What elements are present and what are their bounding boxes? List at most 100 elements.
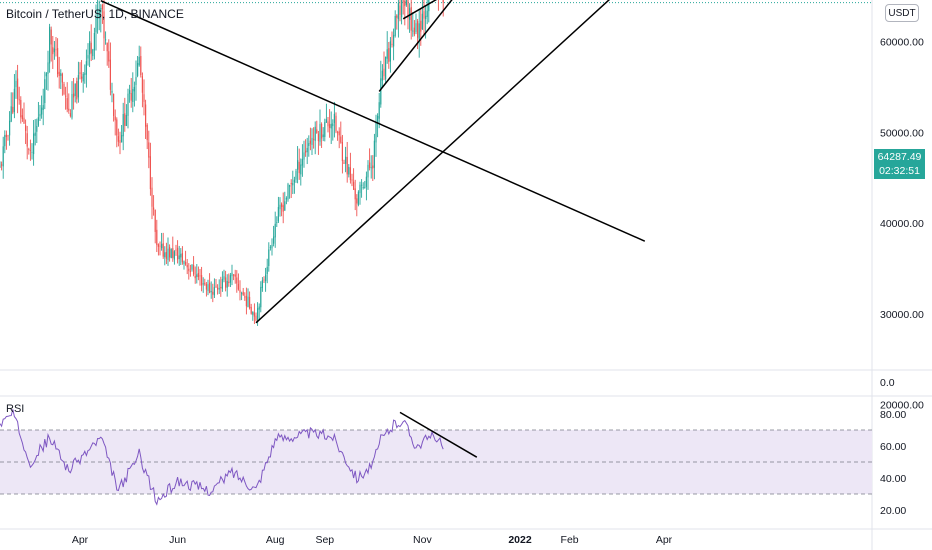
candle-body [405, 0, 407, 5]
candle-body [394, 15, 396, 36]
candle-body [391, 43, 393, 46]
candle-body [95, 16, 97, 33]
candle-body [373, 140, 375, 168]
candle-body [345, 156, 347, 164]
candle-body [380, 78, 382, 105]
candle-body [215, 285, 217, 287]
candle-body [217, 287, 219, 290]
candle-body [381, 70, 383, 81]
candle-body [401, 0, 403, 18]
candle-body [258, 306, 260, 310]
candles-group [0, 0, 444, 326]
candle-body [337, 132, 339, 134]
candle-body [119, 140, 121, 143]
candle-body [114, 116, 116, 121]
candle-body [39, 113, 41, 117]
candle-body [85, 61, 87, 75]
candle-body [81, 76, 83, 79]
trendline [378, 0, 453, 92]
candle-body [149, 156, 151, 190]
candle-body [335, 115, 337, 132]
candle-body [292, 183, 294, 186]
time-axis-label: Nov [413, 534, 432, 546]
candle-body [276, 222, 278, 223]
candle-body [367, 164, 369, 178]
candle-body [175, 249, 177, 251]
symbol-title[interactable]: Bitcoin / TetherUS, 1D, BINANCE [6, 7, 184, 21]
candle-body [300, 164, 302, 175]
candle-body [34, 132, 36, 136]
candle-body [151, 187, 153, 207]
candle-body [121, 135, 123, 143]
rsi-axis-tick: 40.00 [880, 473, 906, 485]
candle-body [122, 114, 124, 137]
candle-body [180, 253, 182, 258]
candle-body [346, 156, 348, 175]
price-axis-tick: 40000.00 [880, 218, 924, 230]
candle-body [409, 8, 411, 20]
trendline [255, 0, 610, 324]
candle-body [15, 80, 17, 88]
candle-body [253, 312, 255, 317]
candle-body [63, 83, 65, 94]
candle-body [164, 252, 166, 258]
candle-body [146, 124, 148, 141]
rsi-axis-tick: 80.00 [880, 409, 906, 421]
candle-body [36, 125, 38, 132]
candle-body [58, 71, 60, 77]
candle-body [330, 123, 332, 129]
candle-body [111, 90, 113, 93]
candle-body [132, 89, 134, 102]
candle-body [389, 41, 391, 62]
candle-body [353, 181, 355, 190]
candle-body [26, 133, 28, 147]
candle-body [0, 165, 1, 167]
candle-body [325, 119, 327, 123]
candle-body [221, 278, 223, 289]
candle-body [426, 10, 428, 17]
candle-body [341, 142, 343, 162]
rsi-axis-tick: 20.00 [880, 505, 906, 517]
candle-body [116, 119, 118, 136]
candle-body [241, 293, 243, 295]
candle-body [207, 284, 209, 291]
candle-body [289, 185, 291, 187]
candle-body [407, 0, 409, 19]
candle-body [29, 149, 31, 151]
candle-body [127, 93, 129, 116]
candle-body [135, 77, 137, 85]
candle-body [428, 0, 430, 12]
candle-body [282, 205, 284, 212]
candle-body [410, 7, 412, 31]
candle-body [167, 248, 169, 261]
candle-body [172, 248, 174, 258]
candle-body [100, 8, 102, 13]
candle-body [397, 3, 399, 20]
candle-body [92, 49, 94, 57]
candle-body [348, 166, 350, 175]
candle-body [109, 59, 111, 90]
candle-body [223, 276, 225, 280]
candle-body [138, 56, 140, 66]
candle-body [220, 287, 222, 289]
candle-body [301, 158, 303, 166]
candle-body [90, 42, 92, 54]
trendline [100, 0, 646, 242]
candle-body [281, 203, 283, 207]
candle-body [66, 98, 68, 110]
candle-body [68, 108, 70, 111]
candle-body [332, 123, 334, 127]
candle-body [33, 133, 35, 155]
candle-body [2, 146, 4, 167]
currency-button[interactable]: USDT [885, 4, 919, 22]
candle-body [255, 315, 257, 321]
candle-body [202, 283, 204, 285]
candle-body [260, 286, 262, 308]
candle-body [45, 73, 47, 77]
candle-body [124, 113, 126, 126]
candle-body [129, 90, 131, 94]
candle-body [236, 277, 238, 284]
candle-body [271, 244, 273, 249]
candle-body [442, 0, 444, 3]
